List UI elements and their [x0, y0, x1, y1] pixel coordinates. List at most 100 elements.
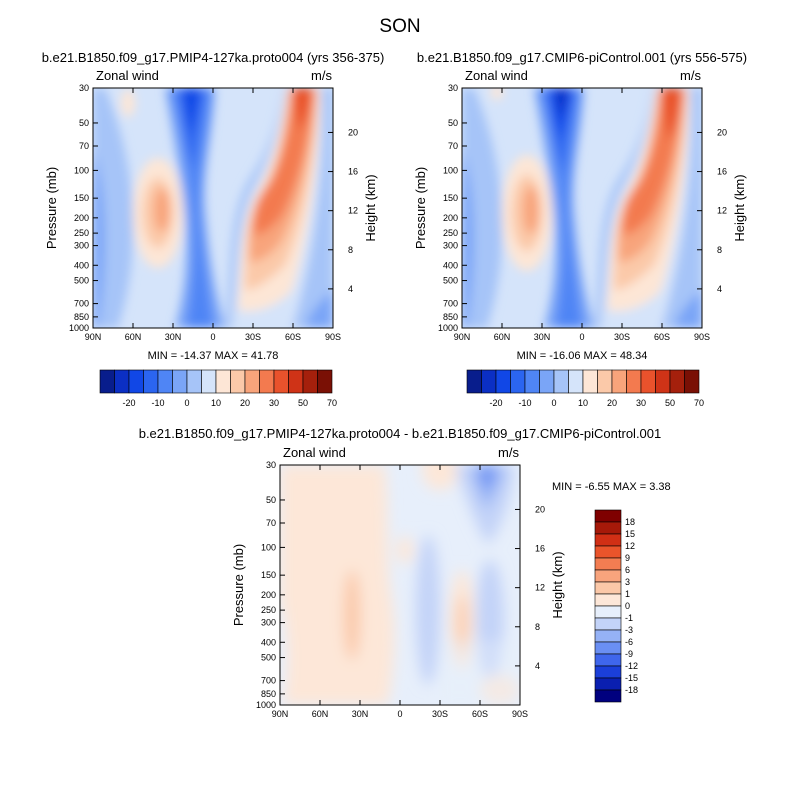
y-tick-label: 1000: [256, 700, 276, 710]
y-tick-label: 300: [74, 241, 89, 251]
x-tick-label: 60S: [654, 332, 670, 342]
height-tick-label: 12: [717, 206, 727, 216]
panel-2: b.e21.B1850.f09_g17.CMIP6-piControl.001 …: [413, 50, 747, 408]
y-tick-label: 1000: [438, 323, 458, 333]
x-tick-label: 30N: [165, 332, 182, 342]
colorbar-swatch: [684, 369, 700, 394]
y-axis-title: Pressure (mb): [413, 167, 428, 249]
colorbar-swatch: [172, 369, 188, 394]
colorbar-label: 70: [327, 398, 337, 408]
colorbar-swatch: [594, 509, 622, 523]
x-tick-label: 90N: [85, 332, 102, 342]
height-axis-title: Height (km): [550, 551, 565, 618]
colorbar-label: -15: [625, 673, 638, 683]
height-tick-label: 8: [717, 245, 722, 255]
x-tick-label: 60N: [312, 709, 329, 719]
x-tick-label: 60S: [472, 709, 488, 719]
colorbar-swatch: [524, 369, 540, 394]
colorbar-label: 50: [665, 398, 675, 408]
y-tick-label: 300: [443, 241, 458, 251]
y-tick-label: 500: [261, 653, 276, 663]
colorbar-label: -18: [625, 685, 638, 695]
colorbar-label: 20: [240, 398, 250, 408]
y-tick-label: 500: [74, 276, 89, 286]
panel-1-max: MAX = 41.78: [215, 350, 279, 362]
y-tick-label: 150: [261, 570, 276, 580]
panel-3-field: [280, 465, 520, 705]
colorbar-swatch: [186, 369, 202, 394]
y-axis-title: Pressure (mb): [231, 544, 246, 626]
colorbar-swatch: [582, 369, 598, 394]
colorbar-label: 70: [694, 398, 704, 408]
colorbar-swatch: [244, 369, 260, 394]
y-tick-label: 200: [74, 213, 89, 223]
colorbar-swatch: [594, 677, 622, 691]
colorbar-swatch: [568, 369, 584, 394]
panel-3-max: MAX = 3.38: [613, 481, 671, 493]
panel-2-left-label: Zonal wind: [465, 68, 528, 83]
y-tick-label: 250: [74, 228, 89, 238]
colorbar-swatch: [495, 369, 511, 394]
colorbar-swatch: [655, 369, 671, 394]
colorbar-swatch: [594, 581, 622, 595]
colorbar-swatch: [466, 369, 482, 394]
colorbar-label: -10: [518, 398, 531, 408]
colorbar-label: -1: [625, 613, 633, 623]
y-tick-label: 400: [74, 260, 89, 270]
colorbar-swatch: [594, 641, 622, 655]
panel-2-max: MAX = 48.34: [584, 350, 648, 362]
x-tick-label: 0: [397, 709, 402, 719]
y-tick-label: 70: [266, 518, 276, 528]
colorbar-label: -20: [122, 398, 135, 408]
colorbar-swatch: [594, 629, 622, 643]
y-tick-label: 150: [74, 193, 89, 203]
x-tick-label: 30S: [245, 332, 261, 342]
y-tick-label: 400: [443, 260, 458, 270]
height-axis-title: Height (km): [732, 174, 747, 241]
y-tick-label: 30: [448, 83, 458, 93]
panel-2-unit-label: m/s: [680, 68, 701, 83]
height-tick-label: 12: [348, 206, 358, 216]
colorbar-swatch: [594, 521, 622, 535]
colorbar-swatch: [626, 369, 642, 394]
x-tick-label: 30S: [614, 332, 630, 342]
panel-2-field: [462, 88, 702, 328]
colorbar-swatch: [259, 369, 275, 394]
panel-1-field: [93, 88, 333, 328]
y-tick-label: 500: [443, 276, 458, 286]
panel-3-colorbar: 18 15 12 9 6 3 1 0 -1 -3 -6 -9 -12 -15 -18: [594, 509, 638, 703]
colorbar-swatch: [481, 369, 497, 394]
height-tick-label: 16: [535, 544, 545, 554]
x-tick-label: 90S: [325, 332, 341, 342]
y-tick-label: 850: [443, 312, 458, 322]
x-tick-label: 30S: [432, 709, 448, 719]
y-tick-label: 30: [266, 460, 276, 470]
panel-1: b.e21.B1850.f09_g17.PMIP4-127ka.proto004…: [42, 50, 385, 408]
colorbar-label: -9: [625, 649, 633, 659]
y-tick-label: 850: [261, 689, 276, 699]
colorbar-swatch: [597, 369, 613, 394]
colorbar-swatch: [594, 545, 622, 559]
colorbar-swatch: [143, 369, 159, 394]
colorbar-label: 6: [625, 565, 630, 575]
y-tick-label: 250: [443, 228, 458, 238]
y-tick-label: 400: [261, 637, 276, 647]
panel-2-colorbar: -20 -10 0 10 20 30 50 70: [466, 369, 704, 408]
colorbar-swatch: [594, 533, 622, 547]
colorbar-label: 12: [625, 541, 635, 551]
panel-3-min: MIN = -6.55: [552, 481, 610, 493]
colorbar-label: 30: [269, 398, 279, 408]
y-tick-label: 700: [261, 676, 276, 686]
colorbar-swatch: [288, 369, 304, 394]
colorbar-label: 30: [636, 398, 646, 408]
figure-title: SON: [379, 16, 420, 37]
x-tick-label: 30N: [534, 332, 551, 342]
y-tick-label: 70: [79, 141, 89, 151]
colorbar-swatch: [302, 369, 318, 394]
height-tick-label: 20: [535, 504, 545, 514]
panel-2-minmax: MIN = -16.06 MAX = 48.34: [517, 350, 648, 362]
y-tick-label: 200: [261, 590, 276, 600]
x-tick-label: 60S: [285, 332, 301, 342]
colorbar-label: 10: [578, 398, 588, 408]
